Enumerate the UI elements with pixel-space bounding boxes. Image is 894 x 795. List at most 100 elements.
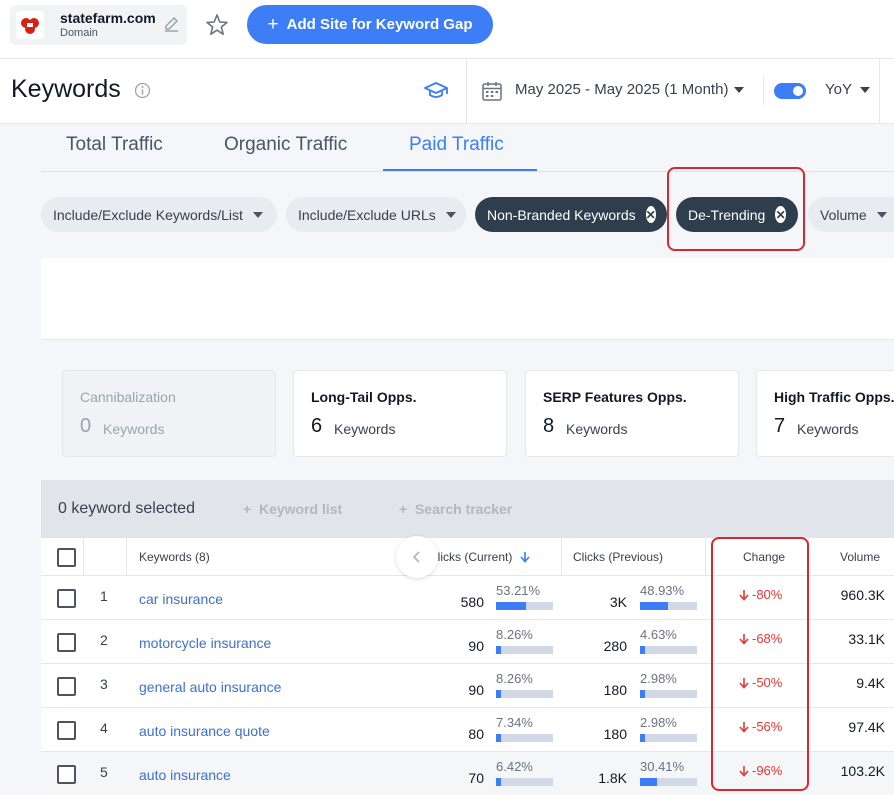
clicks-previous-column-header[interactable]: Clicks (Previous) — [573, 550, 664, 564]
volume-value: 960.3K — [840, 587, 885, 603]
cannibalization-card: Cannibalization 0 Keywords — [62, 370, 276, 457]
volume-filter[interactable]: Volume — [808, 197, 894, 232]
keyword-link[interactable]: car insurance — [139, 591, 224, 607]
volume-filter-label: Volume — [820, 206, 867, 223]
arrow-down-icon — [739, 721, 749, 733]
close-icon[interactable]: ✕ — [775, 206, 786, 223]
clicks-current-bar-fill — [496, 690, 501, 698]
clicks-previous-bar — [640, 778, 697, 786]
row-checkbox[interactable] — [57, 589, 76, 608]
clicks-current-pct: 8.26% — [496, 627, 533, 642]
change-column-highlight-box — [711, 537, 809, 791]
clicks-previous-bar-fill — [640, 778, 658, 786]
volume-column-header[interactable]: Volume — [840, 550, 881, 564]
include-keywords-filter[interactable]: Include/Exclude Keywords/List — [41, 197, 277, 232]
clicks-previous-pct: 4.63% — [640, 627, 677, 642]
row-checkbox[interactable] — [57, 677, 76, 696]
table-row[interactable]: 2 motorcycle insurance 90 8.26% 280 4.63% -68%… — [41, 620, 894, 664]
select-all-checkbox[interactable] — [57, 548, 76, 567]
clicks-previous-pct: 48.93% — [640, 583, 685, 598]
arrow-down-icon — [739, 677, 749, 689]
search-tracker-button[interactable]: + Search tracker — [399, 501, 512, 517]
date-range-select[interactable]: May 2025 - May 2025 (1 Month) — [515, 81, 745, 98]
edit-pencil-icon[interactable] — [162, 14, 182, 34]
change-value: -68% — [739, 631, 782, 646]
collapse-column-button[interactable] — [396, 536, 438, 578]
column-divider — [561, 538, 562, 576]
card-unit: Keywords — [334, 421, 396, 437]
detrending-highlight-box — [667, 167, 805, 251]
row-number: 4 — [100, 720, 108, 736]
search-tracker-label: Search tracker — [414, 501, 513, 517]
change-value: -80% — [739, 587, 782, 602]
info-icon[interactable] — [134, 82, 151, 99]
tab-total-traffic[interactable]: Total Traffic — [66, 134, 163, 155]
long-tail-card[interactable]: Long-Tail Opps. 6 Keywords — [293, 370, 507, 457]
add-site-label: Add Site for Keyword Gap — [286, 16, 473, 33]
clicks-current-value: 80 — [468, 726, 484, 742]
change-value: -96% — [739, 763, 782, 778]
clicks-current-bar-fill — [496, 602, 527, 610]
statefarm-logo-icon — [16, 11, 44, 39]
chevron-down-icon — [734, 86, 745, 93]
row-checkbox[interactable] — [57, 633, 76, 652]
chart-panel — [41, 258, 894, 340]
non-branded-filter-chip[interactable]: Non-Branded Keywords ✕ — [475, 197, 667, 232]
page-header: Keywords May 2025 - May 2025 (1 Month) Y… — [0, 58, 894, 124]
high-traffic-card[interactable]: High Traffic Opps. 7 Keywords — [756, 370, 894, 457]
row-checkbox[interactable] — [57, 721, 76, 740]
row-number: 2 — [100, 632, 108, 648]
include-keywords-label: Include/Exclude Keywords/List — [53, 206, 243, 223]
date-range-value: May 2025 - May 2025 (1 Month) — [515, 81, 729, 98]
volume-value: 103.2K — [840, 763, 885, 779]
clicks-previous-bar-fill — [640, 734, 645, 742]
clicks-previous-bar — [640, 690, 697, 698]
star-icon[interactable] — [204, 12, 230, 38]
comparison-toggle[interactable] — [774, 83, 806, 99]
table-row[interactable]: 4 auto insurance quote 80 7.34% 180 2.98% -56%… — [41, 708, 894, 752]
change-column-header[interactable]: Change — [743, 550, 786, 564]
clicks-current-bar — [496, 646, 553, 654]
keyword-list-button[interactable]: + Keyword list — [243, 501, 342, 517]
keyword-link[interactable]: auto insurance quote — [139, 723, 270, 739]
domain-chip[interactable]: statefarm.com Domain — [10, 5, 187, 45]
row-checkbox[interactable] — [57, 765, 76, 784]
clicks-current-bar — [496, 602, 553, 610]
clicks-previous-value: 1.8K — [598, 770, 627, 786]
arrow-down-icon — [739, 589, 749, 601]
serp-features-card[interactable]: SERP Features Opps. 8 Keywords — [525, 370, 739, 457]
keyword-link[interactable]: auto insurance — [139, 767, 231, 783]
chevron-down-icon — [876, 211, 887, 218]
add-site-button[interactable]: + Add Site for Keyword Gap — [247, 5, 493, 44]
keyword-link[interactable]: motorcycle insurance — [139, 635, 272, 651]
clicks-previous-pct: 2.98% — [640, 671, 677, 686]
change-value: -50% — [739, 675, 782, 690]
table-row[interactable]: 3 general auto insurance 90 8.26% 180 2.98% -5… — [41, 664, 894, 708]
card-title: SERP Features Opps. — [543, 389, 687, 405]
keyword-link[interactable]: general auto insurance — [139, 679, 282, 695]
clicks-previous-bar — [640, 734, 697, 742]
tab-organic-traffic[interactable]: Organic Traffic — [224, 134, 348, 155]
clicks-current-pct: 53.21% — [496, 583, 541, 598]
keywords-column-header[interactable]: Keywords (8) — [139, 550, 210, 564]
tab-paid-traffic[interactable]: Paid Traffic — [409, 134, 504, 155]
include-urls-filter[interactable]: Include/Exclude URLs — [286, 197, 466, 232]
chevron-down-icon — [252, 211, 263, 218]
chevron-down-icon — [445, 211, 456, 218]
close-icon[interactable]: ✕ — [645, 206, 656, 223]
table-header: Keywords (8) Clicks (Current) Clicks (Pr… — [41, 538, 894, 576]
table-row[interactable]: 1 car insurance 580 53.21% 3K 48.93% -80% 960.3… — [41, 576, 894, 620]
calendar-icon[interactable] — [480, 79, 504, 103]
card-unit: Keywords — [797, 421, 859, 437]
clicks-current-column-header[interactable]: Clicks (Current) — [429, 550, 530, 564]
domain-name: statefarm.com — [60, 10, 156, 26]
comparison-select[interactable]: YoY — [825, 81, 870, 98]
table-row[interactable]: 5 auto insurance 70 6.42% 1.8K 30.41% -96% 103.… — [41, 752, 894, 795]
card-title: Cannibalization — [80, 389, 176, 405]
clicks-current-bar — [496, 778, 553, 786]
top-bar: statefarm.com Domain + Add Site for Keyw… — [0, 0, 894, 58]
detrending-filter-chip[interactable]: De-Trending ✕ — [676, 197, 798, 232]
graduation-cap-icon[interactable] — [423, 79, 449, 103]
card-title: Long-Tail Opps. — [311, 389, 417, 405]
chevron-left-icon — [412, 551, 420, 563]
